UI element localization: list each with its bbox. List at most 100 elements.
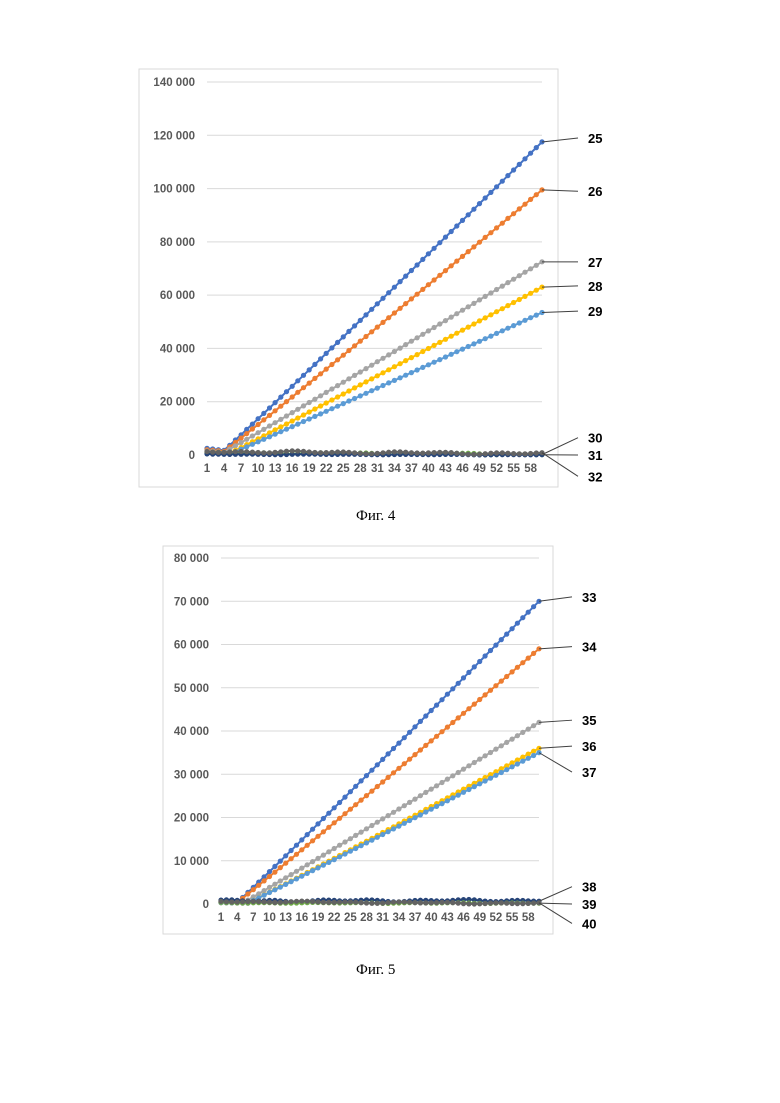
series-label: 27 (588, 255, 602, 270)
data-point (483, 901, 488, 906)
data-point (315, 865, 320, 870)
chart-frame (139, 69, 558, 487)
data-point (290, 394, 295, 399)
data-point (329, 450, 334, 455)
data-point (289, 879, 294, 884)
data-point (472, 901, 477, 906)
data-point (434, 783, 439, 788)
data-point (375, 901, 380, 906)
data-point (380, 383, 385, 388)
data-point (520, 730, 525, 735)
x-tick-label: 52 (490, 463, 503, 475)
data-point (488, 688, 493, 693)
data-point (429, 738, 434, 743)
data-point (509, 626, 514, 631)
x-tick-label: 28 (354, 463, 367, 475)
x-tick-label: 4 (234, 912, 241, 924)
data-point (396, 741, 401, 746)
data-point (353, 802, 358, 807)
data-point (272, 870, 277, 875)
data-point (386, 900, 391, 905)
data-point (301, 412, 306, 417)
data-point (466, 763, 471, 768)
data-point (233, 443, 238, 448)
series-label: 38 (582, 880, 596, 895)
data-point (534, 313, 539, 318)
data-point (289, 872, 294, 877)
data-point (239, 449, 244, 454)
data-point (278, 417, 283, 422)
x-tick-label: 52 (489, 912, 502, 924)
data-point (392, 378, 397, 383)
data-point (471, 244, 476, 249)
y-tick-label: 40 000 (174, 726, 209, 738)
data-point (380, 901, 385, 906)
y-tick-label: 20 000 (174, 813, 209, 825)
data-point (299, 899, 304, 904)
data-point (526, 901, 531, 906)
data-point (437, 450, 442, 455)
data-point (466, 787, 471, 792)
data-point (229, 899, 234, 904)
x-tick-label: 37 (405, 463, 418, 475)
x-tick-label: 43 (439, 463, 452, 475)
data-point (499, 770, 504, 775)
data-point (493, 747, 498, 752)
y-tick-label: 80 000 (174, 553, 209, 565)
data-point (443, 235, 448, 240)
data-point (472, 702, 477, 707)
data-point (471, 341, 476, 346)
data-point (348, 789, 353, 794)
data-point (460, 328, 465, 333)
data-point (528, 197, 533, 202)
data-point (500, 450, 505, 455)
data-point (460, 218, 465, 223)
data-point (466, 670, 471, 675)
series-label: 33 (582, 590, 596, 605)
data-point (445, 692, 450, 697)
data-point (391, 900, 396, 905)
data-point (364, 900, 369, 905)
data-point (415, 352, 420, 357)
data-point (531, 753, 536, 758)
data-point (278, 878, 283, 883)
data-point (488, 750, 493, 755)
data-point (403, 450, 408, 455)
data-point (315, 899, 320, 904)
data-point (310, 827, 315, 832)
data-point (267, 423, 272, 428)
data-point (415, 335, 420, 340)
data-point (517, 206, 522, 211)
data-point (461, 675, 466, 680)
data-point (511, 211, 516, 216)
data-point (267, 890, 272, 895)
data-point (418, 900, 423, 905)
data-point (423, 809, 428, 814)
data-point (488, 901, 493, 906)
data-point (398, 449, 403, 454)
data-point (321, 816, 326, 821)
data-point (375, 373, 380, 378)
data-point (326, 860, 331, 865)
data-point (477, 901, 482, 906)
x-tick-label: 22 (328, 912, 341, 924)
x-tick-label: 25 (337, 463, 350, 475)
x-tick-label: 49 (473, 463, 486, 475)
data-point (409, 268, 414, 273)
data-point (218, 899, 223, 904)
data-point (261, 450, 266, 455)
x-tick-label: 10 (263, 912, 276, 924)
data-point (454, 223, 459, 228)
data-point (517, 451, 522, 456)
figure-caption-5: Фиг. 5 (356, 962, 395, 979)
data-point (283, 853, 288, 858)
data-point (337, 900, 342, 905)
data-point (477, 452, 482, 457)
data-point (450, 773, 455, 778)
data-point (318, 403, 323, 408)
data-point (483, 778, 488, 783)
data-point (295, 422, 300, 427)
data-point (295, 390, 300, 395)
data-point (461, 901, 466, 906)
data-point (520, 901, 525, 906)
